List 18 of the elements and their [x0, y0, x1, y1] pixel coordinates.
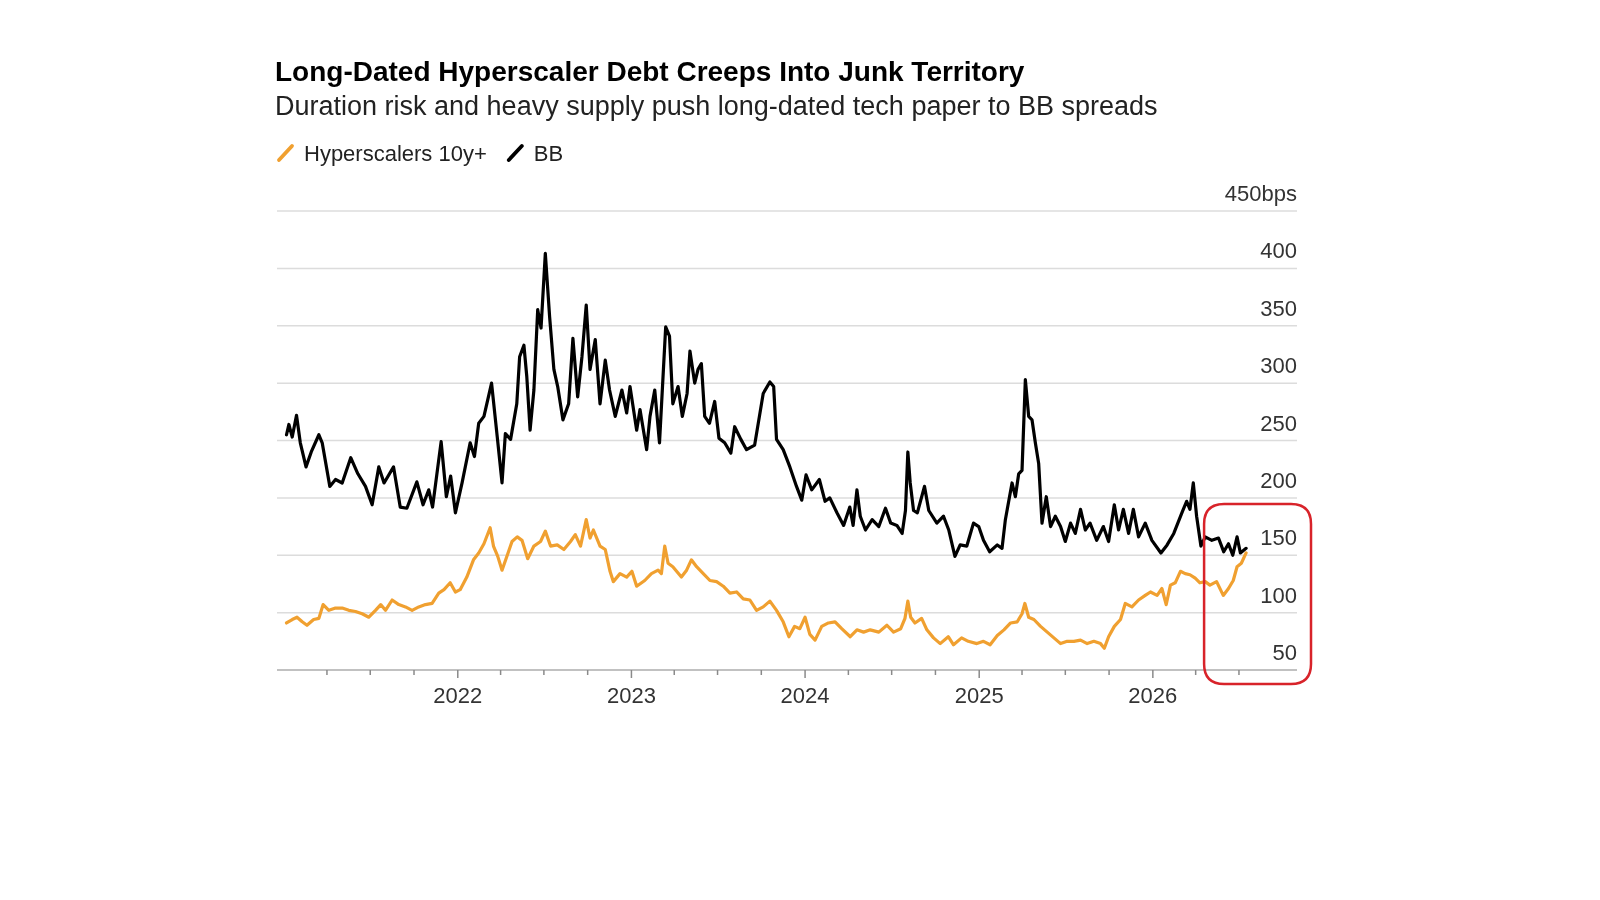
y-tick-label: 150 — [1260, 525, 1297, 551]
x-tick-label: 2023 — [606, 683, 656, 708]
x-tick-label: 2022 — [433, 683, 483, 708]
x-tick-label: 2024 — [780, 683, 830, 708]
y-tick-label: 400 — [1260, 238, 1297, 264]
chart-subtitle: Duration risk and heavy supply push long-dated tech paper to BB spreads — [275, 91, 1158, 121]
y-tick-label: 350 — [1260, 295, 1297, 321]
legend-label: BB — [533, 141, 564, 166]
legend-label: Hyperscalers 10y+ — [304, 141, 487, 166]
y-tick-label: 100 — [1260, 582, 1297, 608]
x-tick-label: 2025 — [954, 683, 1004, 708]
y-tick-label: 450bps — [1224, 181, 1297, 206]
y-tick-label: 200 — [1260, 467, 1297, 493]
y-tick-label: 50 — [1272, 640, 1297, 665]
y-tick-label: 300 — [1260, 353, 1297, 379]
y-tick-label: 250 — [1260, 410, 1297, 436]
x-tick-label: 2026 — [1128, 683, 1178, 708]
chart-title: Long-Dated Hyperscaler Debt Creeps Into Junk Territory — [275, 56, 1025, 87]
